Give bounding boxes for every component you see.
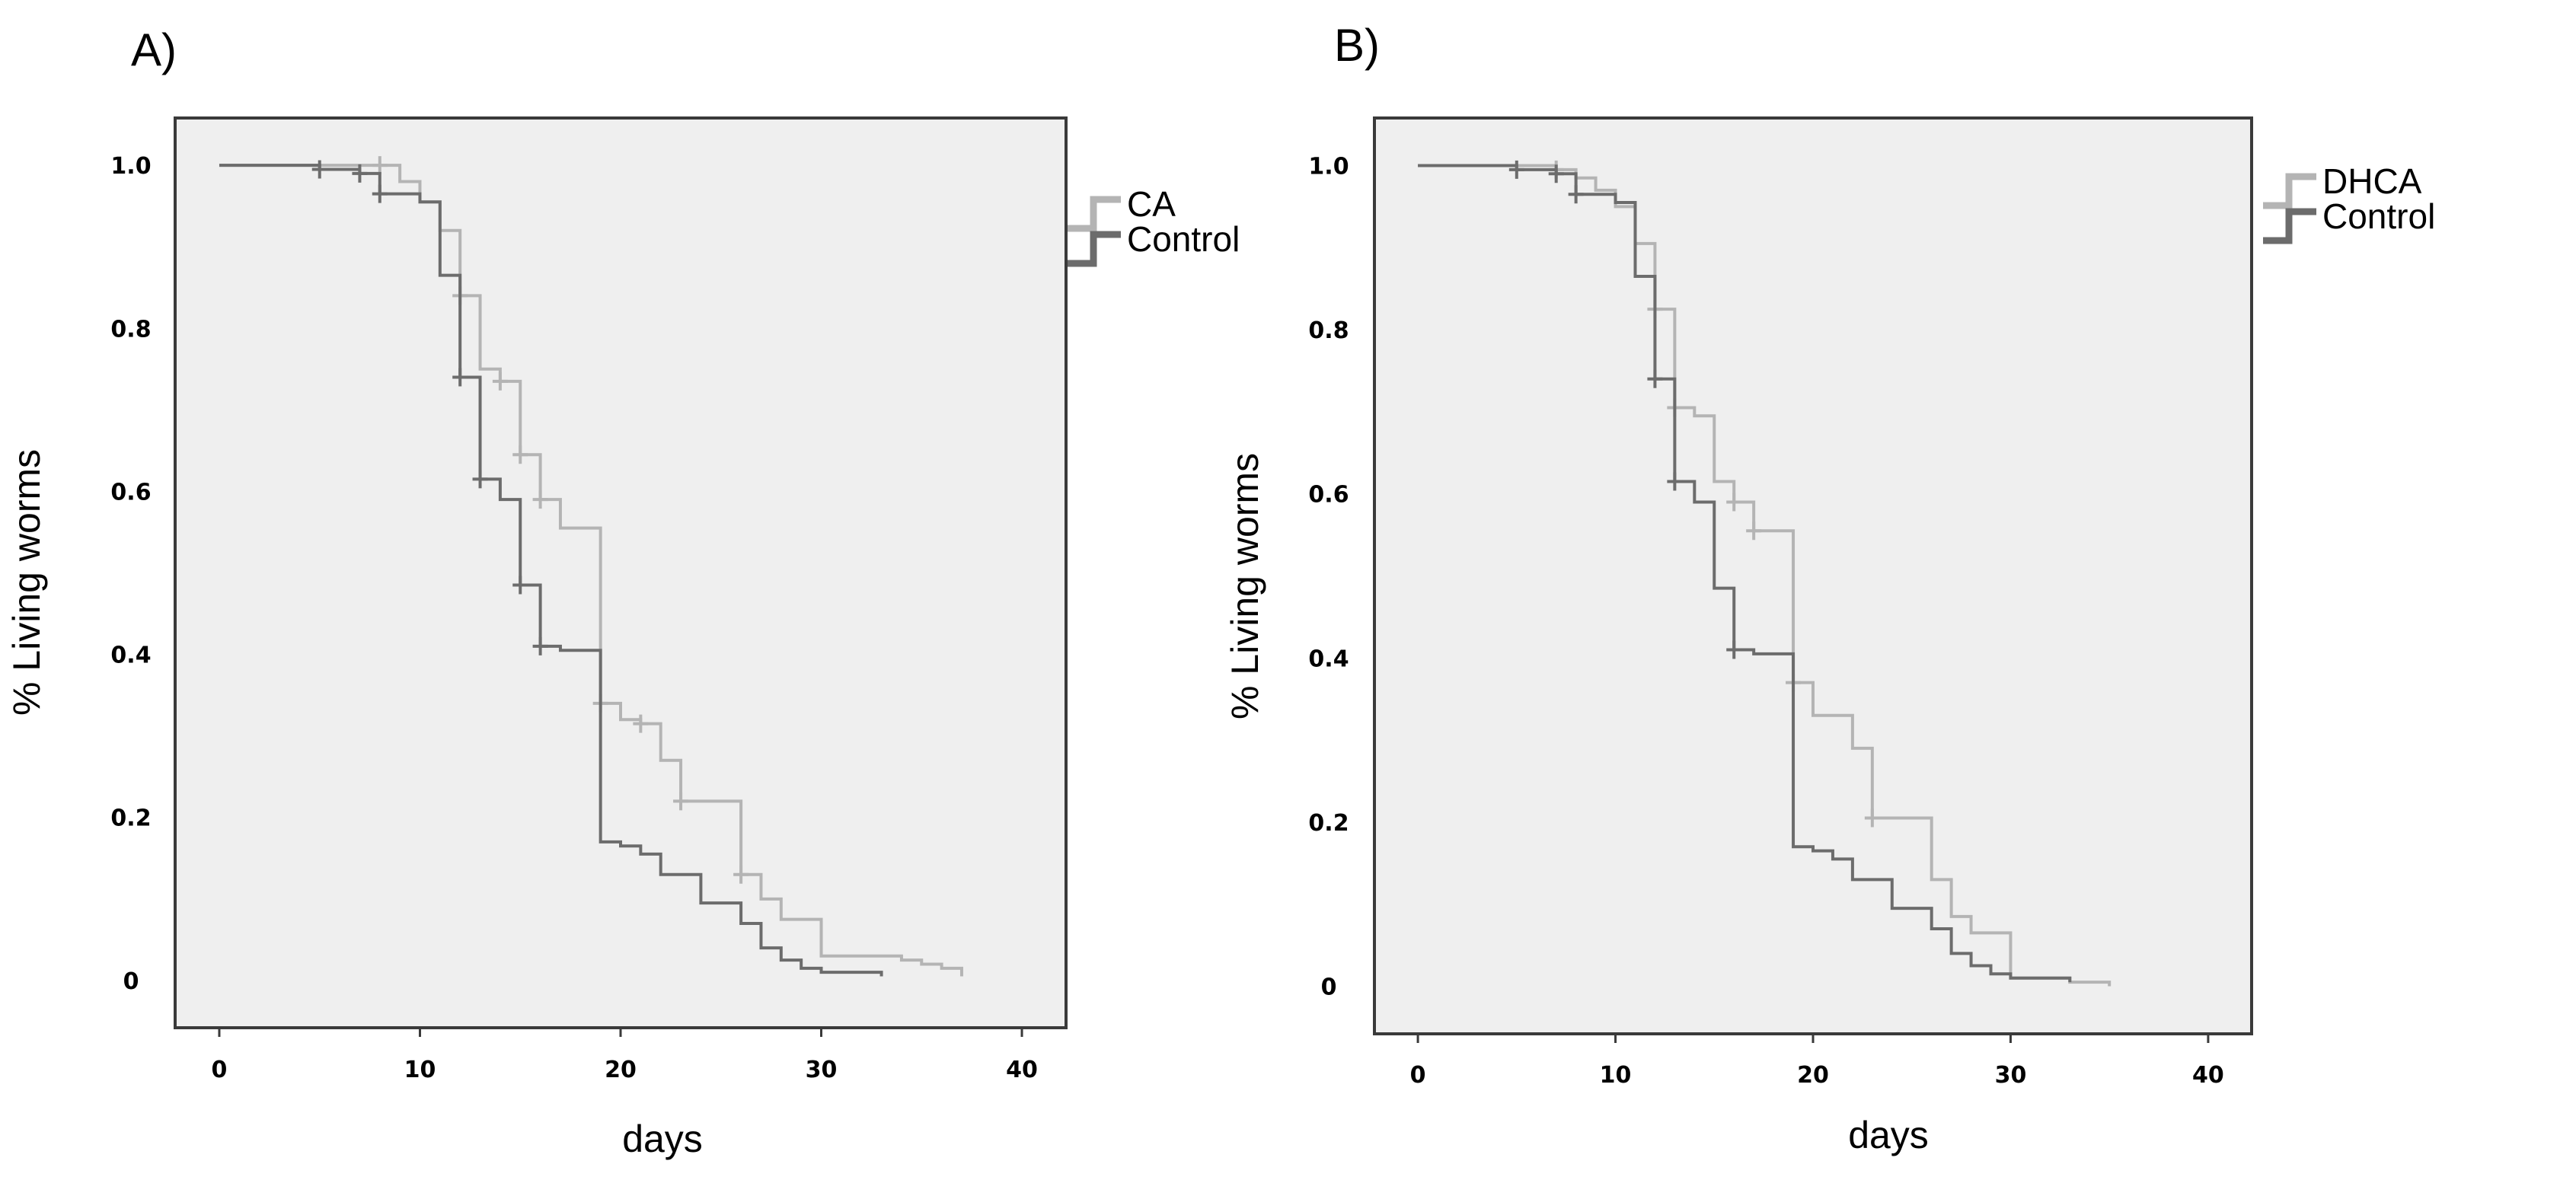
censor-mark — [1864, 808, 1880, 828]
x-tick-label: 10 — [1600, 1062, 1632, 1089]
censor-mark — [1508, 160, 1524, 179]
panel-b: B) 0 10 20 30 40 0 0.2 0.4 0.6 0.8 1.0 days % Livi… — [1224, 20, 2435, 1156]
y-tick-label: 0.8 — [110, 316, 151, 343]
y-tick-label: 0.4 — [1308, 646, 1349, 672]
legend-swatch — [2263, 208, 2316, 244]
series-line-ca — [219, 164, 963, 977]
censor-mark — [532, 490, 548, 509]
censor-mark — [512, 445, 528, 464]
censor-mark — [1726, 493, 1742, 512]
x-tick-label: 40 — [2192, 1062, 2224, 1089]
axis-ticks: 0 10 20 30 40 0 0.2 0.4 0.6 0.8 1.0 — [1308, 154, 2223, 1089]
y-tick-label: 0.2 — [110, 805, 151, 832]
censor-mark — [311, 160, 327, 179]
panel-a: A) 0 10 20 30 40 0 0.2 0.4 0.6 0.8 1.0 days % Livi… — [5, 24, 1240, 1160]
legend-swatch — [1068, 196, 1121, 232]
x-axis-title: days — [1848, 1114, 1929, 1156]
plot-area — [1373, 116, 2253, 1035]
censor-mark — [1667, 472, 1683, 491]
x-tick-label: 10 — [404, 1057, 436, 1083]
legend-label-dhca: DHCA — [2322, 161, 2422, 201]
censor-mark — [1548, 164, 1564, 183]
censor-mark — [372, 156, 388, 175]
y-tick-label: 0.2 — [1308, 810, 1349, 837]
censor-mark — [1568, 185, 1584, 204]
censor-mark — [512, 576, 528, 595]
censor-mark — [673, 792, 689, 811]
series-group — [219, 156, 963, 977]
x-tick-label: 20 — [1797, 1062, 1829, 1089]
axis-ticks: 0 10 20 30 40 0 0.2 0.4 0.6 0.8 1.0 — [110, 153, 1037, 1083]
censor-mark — [472, 470, 488, 489]
x-tick-label: 30 — [1995, 1062, 2027, 1089]
x-tick-label: 0 — [1410, 1062, 1426, 1089]
y-tick-label: 1.0 — [1308, 154, 1349, 180]
censor-mark — [532, 636, 548, 655]
censor-mark — [1746, 521, 1762, 541]
y-tick-label: 0.6 — [110, 479, 151, 505]
y-tick-label: 0.6 — [1308, 482, 1349, 509]
panel-label: A) — [131, 24, 177, 75]
x-axis-title: days — [622, 1118, 703, 1160]
x-tick-label: 30 — [806, 1057, 838, 1083]
series-line-control — [1418, 164, 2072, 983]
censor-mark — [733, 865, 749, 884]
x-tick-label: 40 — [1006, 1057, 1038, 1083]
series-line-dhca — [1418, 164, 2112, 987]
y-tick-label: 0.4 — [110, 643, 151, 669]
y-tick-label: 0 — [123, 968, 139, 995]
legend-label-control: Control — [2322, 196, 2435, 236]
censor-mark — [372, 184, 388, 203]
series-group — [1418, 160, 2112, 987]
censor-mark — [1726, 640, 1742, 659]
y-axis-title: % Living worms — [1224, 453, 1266, 719]
censor-mark — [633, 714, 649, 733]
y-tick-label: 0.8 — [1308, 317, 1349, 344]
y-tick-label: 0 — [1321, 974, 1337, 1000]
censor-mark — [452, 368, 468, 387]
legend-label-control: Control — [1127, 219, 1240, 259]
legend-swatch — [1068, 231, 1121, 267]
y-tick-label: 1.0 — [110, 153, 151, 180]
censor-mark — [352, 164, 368, 183]
censor-mark — [492, 372, 508, 391]
series-line-control — [219, 164, 883, 977]
plot-area — [174, 116, 1068, 1029]
x-tick-label: 20 — [605, 1057, 637, 1083]
legend-label-ca: CA — [1127, 184, 1176, 224]
panel-label: B) — [1334, 20, 1380, 71]
censor-mark — [1647, 369, 1663, 388]
y-axis-title: % Living worms — [5, 449, 48, 716]
legend-swatch — [2263, 173, 2316, 209]
x-tick-label: 0 — [212, 1057, 228, 1083]
